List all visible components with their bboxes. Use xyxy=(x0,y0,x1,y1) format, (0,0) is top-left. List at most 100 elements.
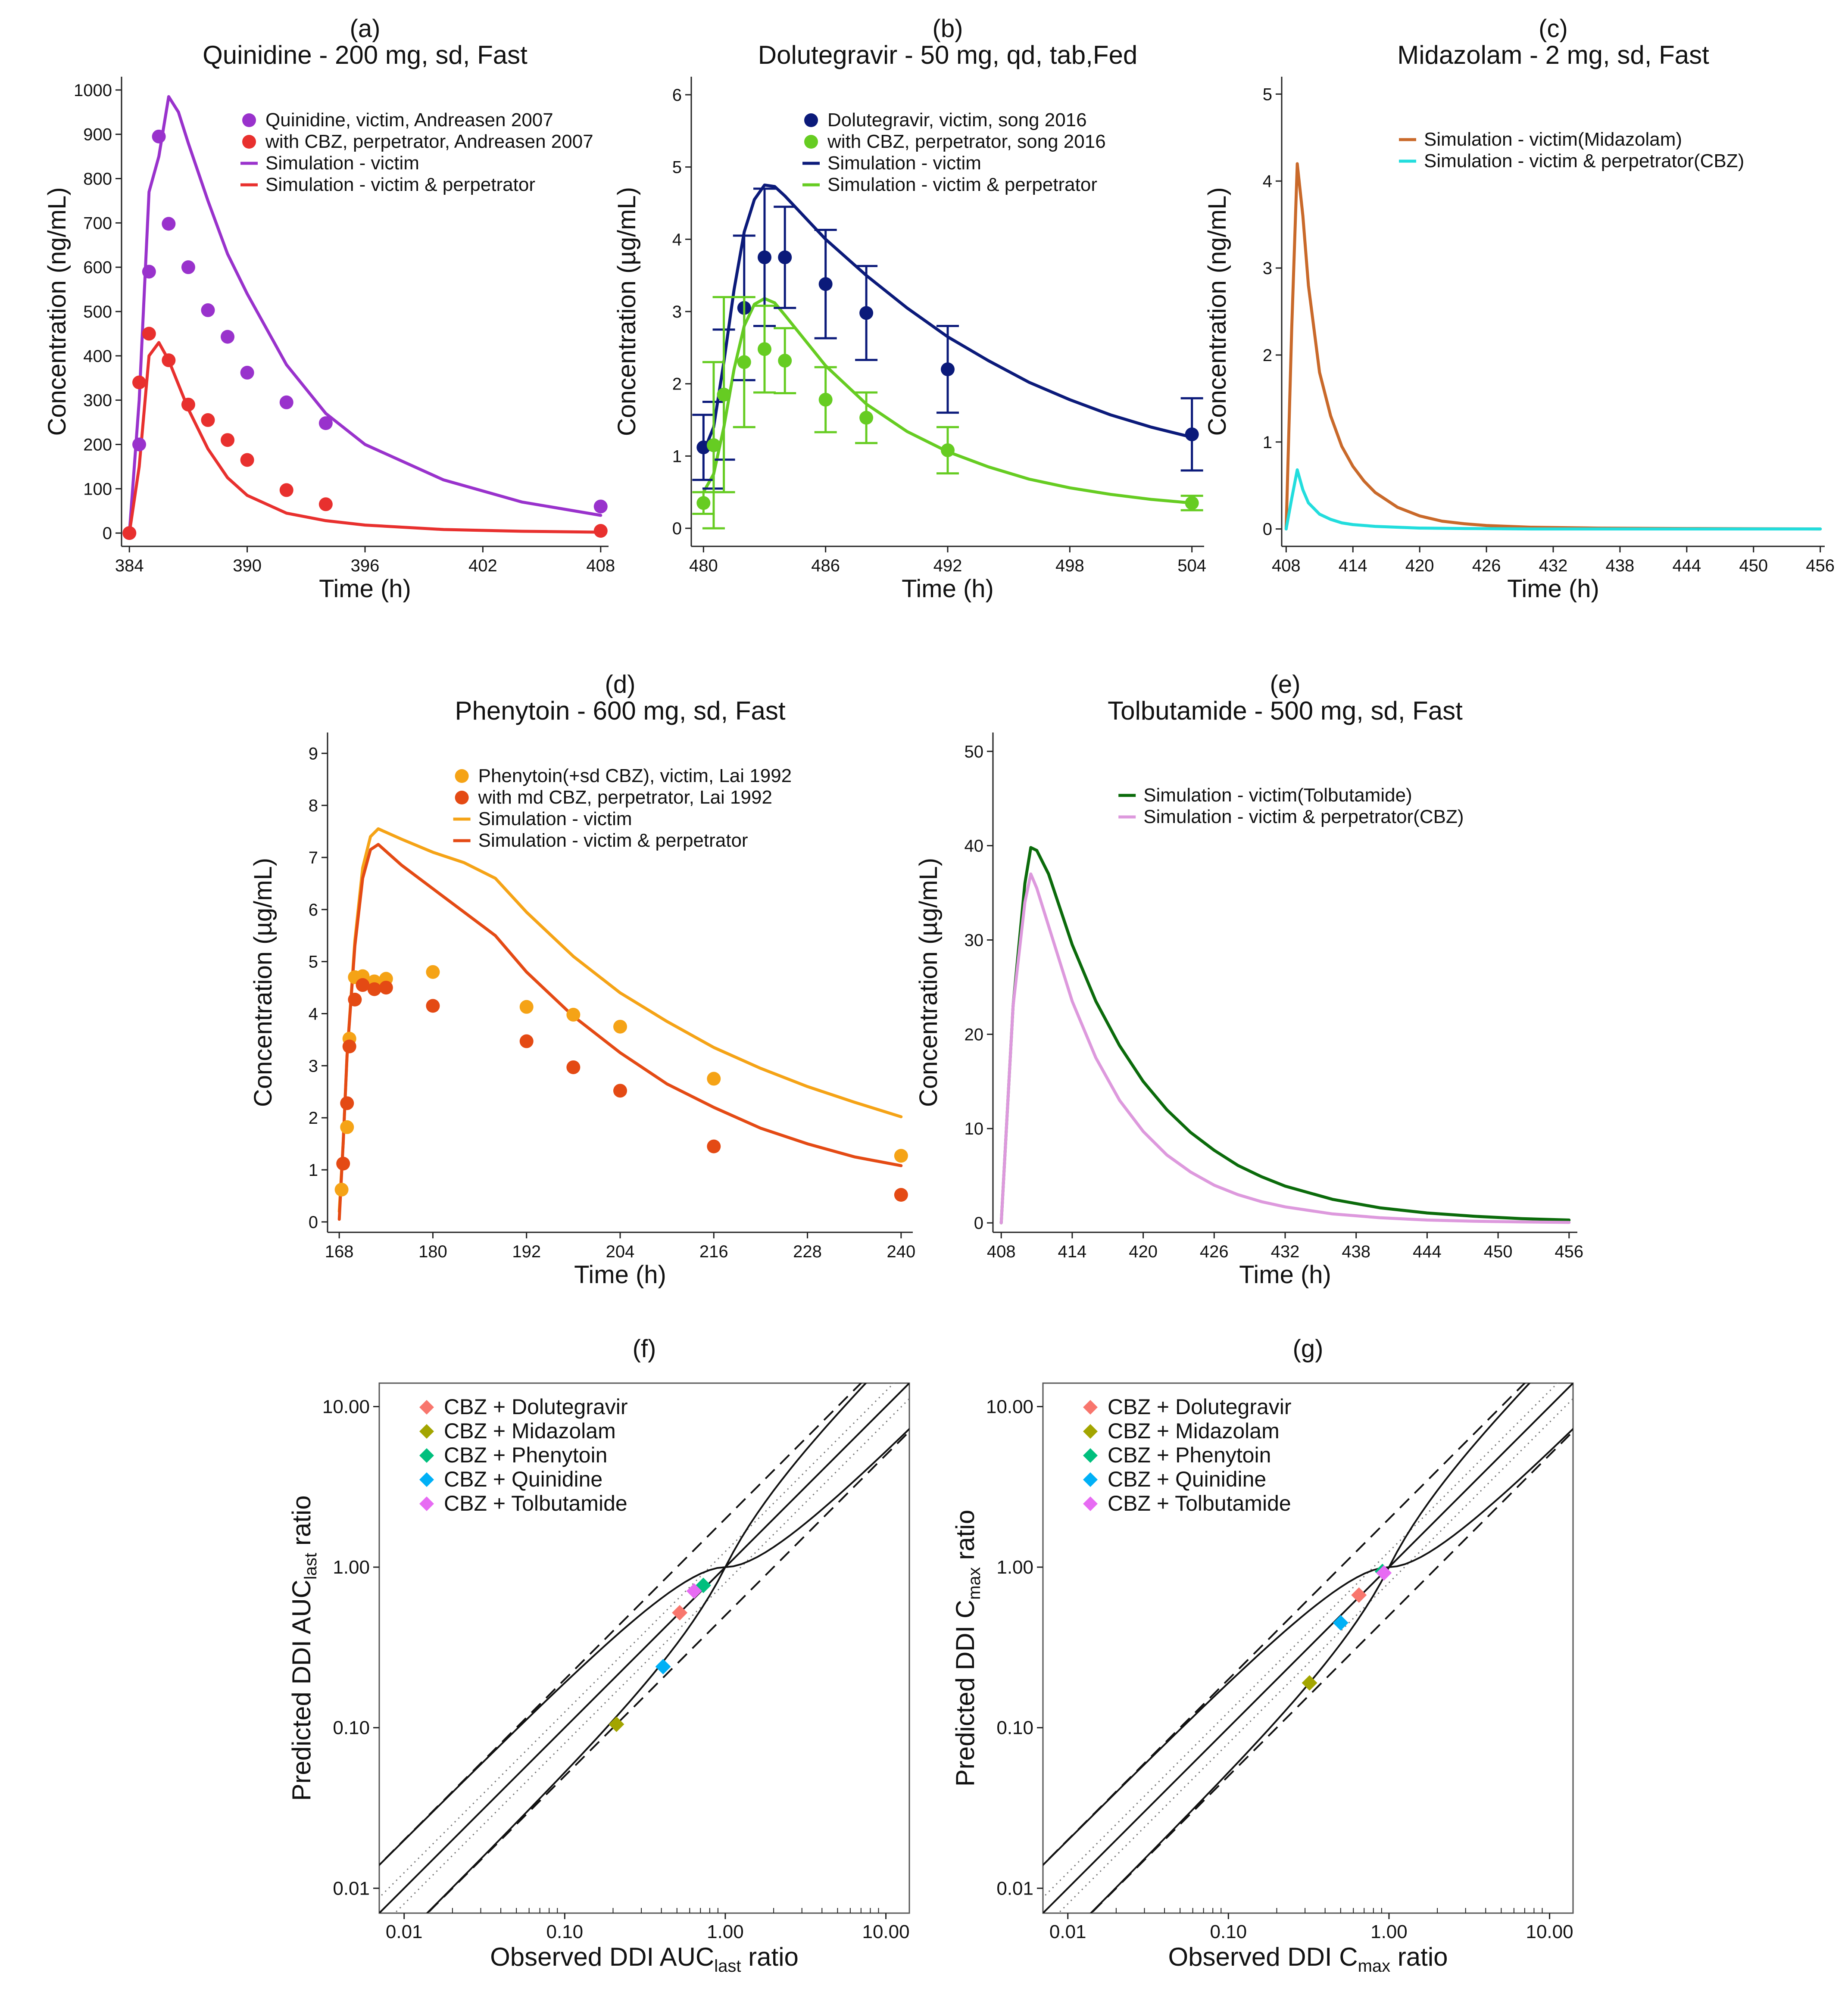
y-axis-label: Concentration (ng/mL) xyxy=(1203,187,1231,436)
guest-upper-limit xyxy=(1043,1383,1531,1867)
x-axis-label: Time (h) xyxy=(1239,1261,1331,1289)
series-line xyxy=(1284,468,1822,531)
legend-label: CBZ + Midazolam xyxy=(1108,1419,1280,1443)
y-tick-label: 10 xyxy=(965,1119,984,1138)
x-tick-label: 408 xyxy=(1272,556,1301,575)
legend-swatch xyxy=(455,791,469,804)
legend-label: Simulation - victim & perpetrator xyxy=(478,830,748,851)
y-tick-label: 3 xyxy=(672,302,682,321)
x-tick-label: 420 xyxy=(1129,1242,1158,1261)
data-point xyxy=(672,1605,688,1621)
y-tick-label: 5 xyxy=(672,158,682,177)
data-point xyxy=(519,1000,534,1014)
y-tick-label: 5 xyxy=(309,953,318,972)
y-tick-label: 6 xyxy=(309,901,318,920)
legend-swatch xyxy=(1083,1472,1098,1487)
legend-swatch xyxy=(1083,1448,1098,1463)
legend-swatch xyxy=(419,1424,434,1439)
legend-label: CBZ + Phenytoin xyxy=(1108,1443,1271,1467)
legend-swatch xyxy=(419,1400,434,1415)
y-tick-label: 1.00 xyxy=(996,1557,1033,1578)
guest-lower-limit xyxy=(426,1428,909,1913)
series-line xyxy=(702,297,1194,505)
panel-title: Tolbutamide - 500 mg, sd, Fast xyxy=(1108,696,1463,725)
x-tick-label: 456 xyxy=(1555,1242,1583,1261)
data-point xyxy=(707,1072,721,1086)
y-tick-label: 2 xyxy=(672,375,682,394)
data-point xyxy=(696,496,711,510)
identity-line xyxy=(1043,1383,1573,1913)
y-tick-label: 3 xyxy=(1263,259,1272,278)
y-tick-label: 1 xyxy=(309,1161,318,1180)
data-point xyxy=(686,1583,702,1599)
legend-label: Simulation - victim xyxy=(265,153,419,174)
x-tick-label: 1.00 xyxy=(707,1921,744,1942)
data-point xyxy=(519,1034,534,1048)
y-tick-label: 4 xyxy=(309,1005,318,1024)
data-point xyxy=(348,992,362,1007)
data-point xyxy=(613,1019,627,1034)
x-axis-label: Time (h) xyxy=(902,575,994,603)
plot-frame xyxy=(378,1382,910,1914)
y-tick-label: 400 xyxy=(83,347,112,366)
panel-label: (e) xyxy=(1270,670,1301,698)
x-tick-label: 216 xyxy=(699,1242,728,1261)
panel-label: (d) xyxy=(605,670,636,698)
data-point xyxy=(778,354,792,368)
x-tick-label: 0.10 xyxy=(1210,1921,1247,1942)
y-tick-label: 3 xyxy=(309,1057,318,1075)
panel-title: Phenytoin - 600 mg, sd, Fast xyxy=(455,696,785,725)
data-point xyxy=(201,413,215,427)
data-point xyxy=(593,524,608,538)
data-point xyxy=(1333,1615,1349,1631)
panel-b: (b)Dolutegravir - 50 mg, qd, tab,Fed 480 4… xyxy=(613,15,1206,603)
legend-label: CBZ + Dolutegravir xyxy=(1108,1395,1292,1419)
x-axis-label: Observed DDI Cmax ratio xyxy=(1168,1942,1448,1976)
y-tick-label: 500 xyxy=(83,302,112,321)
x-tick-label: 10.00 xyxy=(1526,1921,1573,1942)
panel-e: (e)Tolbutamide - 500 mg, sd, Fast 408 414 4… xyxy=(915,670,1583,1289)
x-tick-label: 396 xyxy=(351,556,380,575)
series-line xyxy=(128,341,602,535)
x-tick-label: 402 xyxy=(468,556,497,575)
y-tick-label: 5 xyxy=(1263,85,1272,104)
y-axis-label: Concentration (µg/mL) xyxy=(249,858,277,1107)
data-point xyxy=(894,1149,908,1163)
legend-label: with CBZ, perpetrator, song 2016 xyxy=(827,131,1106,152)
x-tick-label: 384 xyxy=(115,556,144,575)
data-point xyxy=(318,497,333,511)
x-tick-label: 414 xyxy=(1058,1242,1087,1261)
y-axis-label: Predicted DDI Cmax ratio xyxy=(951,1510,984,1786)
y-tick-label: 30 xyxy=(965,931,984,950)
x-axis-label: Time (h) xyxy=(1507,575,1599,603)
x-tick-label: 408 xyxy=(987,1242,1016,1261)
series-line xyxy=(1284,162,1822,531)
y-tick-label: 700 xyxy=(83,214,112,233)
y-tick-label: 2 xyxy=(1263,346,1272,365)
data-point xyxy=(818,277,833,291)
data-point xyxy=(717,387,731,402)
x-tick-label: 486 xyxy=(811,556,840,575)
data-point xyxy=(737,355,751,369)
legend-label: CBZ + Phenytoin xyxy=(444,1443,607,1467)
y-tick-label: 100 xyxy=(83,480,112,499)
legend-swatch xyxy=(419,1496,434,1511)
x-tick-label: 168 xyxy=(325,1242,354,1261)
y-tick-label: 4 xyxy=(1263,172,1272,191)
x-tick-label: 444 xyxy=(1413,1242,1442,1261)
legend-swatch xyxy=(242,113,256,127)
legend-label: Quinidine, victim, Andreasen 2007 xyxy=(265,109,553,131)
panel-label: (b) xyxy=(933,15,963,43)
legend-label: Simulation - victim & perpetrator(CBZ) xyxy=(1143,806,1464,827)
x-tick-label: 0.10 xyxy=(546,1921,584,1942)
y-tick-label: 0.01 xyxy=(333,1878,370,1899)
legend-swatch xyxy=(242,135,256,149)
x-tick-label: 426 xyxy=(1472,556,1501,575)
y-tick-label: 10.00 xyxy=(986,1396,1033,1417)
y-axis-label: Predicted DDI AUClast ratio xyxy=(287,1495,320,1801)
legend-swatch xyxy=(455,769,469,783)
panel-title: Midazolam - 2 mg, sd, Fast xyxy=(1397,41,1709,69)
data-point xyxy=(1351,1587,1367,1603)
bound-1-25-line xyxy=(1058,1397,1573,1913)
x-tick-label: 390 xyxy=(233,556,262,575)
